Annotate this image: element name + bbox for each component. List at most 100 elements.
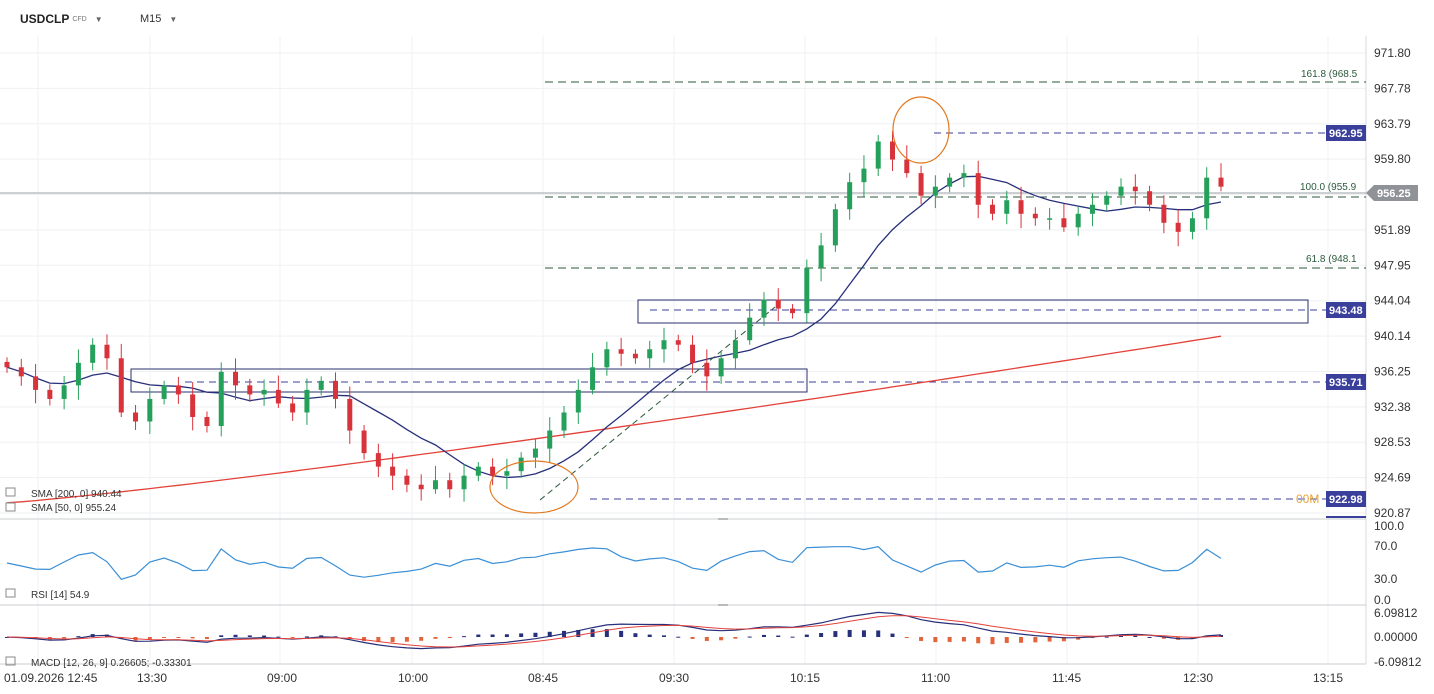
price-tick-label: 924.69 bbox=[1374, 471, 1411, 485]
macd-histogram-bar bbox=[1019, 637, 1024, 643]
macd-legend[interactable]: MACD [12, 26, 9] 0.26605; -0.33301 bbox=[5, 656, 192, 669]
time-tick-label: 09:30 bbox=[659, 671, 689, 685]
macd-histogram-bar bbox=[819, 633, 824, 637]
macd-histogram-bar bbox=[476, 634, 481, 637]
candle-body bbox=[1118, 186, 1124, 196]
sma200-line[interactable] bbox=[6, 335, 1222, 504]
candle bbox=[1032, 207, 1038, 226]
sma50-legend[interactable]: SMA [50, 0] 955.24 bbox=[5, 502, 116, 514]
candle-body bbox=[504, 471, 510, 476]
candle-body bbox=[747, 317, 753, 341]
macd-histogram-bar bbox=[262, 635, 267, 637]
candle-body bbox=[675, 340, 681, 345]
swing-high-highlight[interactable] bbox=[892, 96, 950, 164]
macd-histogram-bar bbox=[833, 631, 838, 637]
candle-body bbox=[1018, 200, 1024, 214]
rsi-tick-label: 70.0 bbox=[1374, 539, 1398, 553]
macd-histogram-bar bbox=[362, 637, 367, 642]
macd-histogram-bar bbox=[1047, 637, 1052, 642]
candle bbox=[604, 341, 610, 376]
level-tag-box bbox=[1326, 125, 1366, 141]
panel-resize-handle[interactable] bbox=[718, 518, 728, 520]
candle bbox=[390, 453, 396, 491]
candle-body bbox=[18, 367, 24, 377]
level-tags: 962.95 943.48 935.71 922.98 bbox=[1326, 125, 1366, 518]
macd-histogram-bar bbox=[633, 633, 638, 637]
sma200-legend-label: SMA [200, 0] 940.44 bbox=[31, 489, 122, 500]
candle bbox=[861, 155, 867, 197]
chevron-down-icon: ▼ bbox=[169, 14, 178, 24]
candle-body bbox=[947, 177, 953, 187]
level-lines[interactable] bbox=[185, 81, 1366, 500]
candle bbox=[118, 343, 124, 417]
macd-histogram-bar bbox=[147, 637, 152, 640]
time-axis[interactable]: 01.09.2026 12:45 13:30 09:00 10:00 08:45 09:3… bbox=[4, 671, 1343, 685]
candle-body bbox=[590, 367, 596, 390]
candle bbox=[33, 363, 39, 404]
time-tick-label: 11:45 bbox=[1052, 671, 1081, 685]
macd-histogram-bar bbox=[919, 637, 924, 641]
candle bbox=[532, 439, 538, 469]
rsi-line[interactable] bbox=[6, 546, 1222, 580]
macd-histogram-bar bbox=[1004, 637, 1009, 643]
candle bbox=[1004, 190, 1010, 225]
grid-lines bbox=[0, 36, 1366, 664]
macd-histogram-bar bbox=[1033, 637, 1038, 643]
candle-body bbox=[233, 371, 239, 386]
candle-body bbox=[33, 376, 39, 390]
candle-body bbox=[361, 430, 367, 454]
sma200-legend[interactable]: SMA [200, 0] 940.44 bbox=[5, 487, 122, 500]
macd-histogram-bar bbox=[176, 637, 181, 638]
consolidation-zone-high[interactable] bbox=[637, 299, 1309, 324]
macd-histogram-bar bbox=[733, 637, 738, 639]
level-tag-box bbox=[1326, 491, 1366, 507]
candle bbox=[932, 175, 938, 209]
candle-body bbox=[704, 362, 710, 377]
candle bbox=[461, 464, 467, 502]
candle-body bbox=[875, 141, 881, 169]
swing-low-highlight[interactable] bbox=[489, 460, 579, 514]
price-tick-label: 947.95 bbox=[1374, 258, 1411, 272]
time-tick-label: 13:30 bbox=[137, 671, 167, 685]
candle bbox=[1018, 186, 1024, 229]
rsi-legend[interactable]: RSI [14] 54.9 bbox=[5, 588, 90, 601]
macd-histogram-bar bbox=[576, 629, 581, 637]
macd-histogram-bar bbox=[390, 637, 395, 643]
drag-handle-icon bbox=[5, 656, 16, 666]
price-axis[interactable]: 971.80 967.78 963.79 959.80 951.89 947.95 944.… bbox=[1374, 46, 1411, 520]
macd-histogram-bar bbox=[961, 637, 966, 642]
candle-body bbox=[790, 308, 796, 314]
macd-signal-line[interactable] bbox=[6, 615, 1222, 648]
level-tag-box bbox=[1326, 302, 1366, 318]
candle bbox=[904, 145, 910, 178]
candle-body bbox=[218, 371, 224, 427]
panel-resize-handle[interactable] bbox=[718, 604, 728, 606]
macd-histogram-bar bbox=[1104, 636, 1109, 638]
candle bbox=[690, 335, 696, 374]
candle bbox=[1147, 185, 1153, 212]
rsi-tick-label: 100.0 bbox=[1374, 519, 1404, 533]
candle bbox=[989, 199, 995, 221]
sma50-line[interactable] bbox=[6, 175, 1222, 479]
symbol-selector[interactable]: USDCLP CFD ▼ bbox=[20, 12, 103, 26]
fibonacci-labels: 161.8 (968.5 100.0 (955.9 61.8 (948.1 bbox=[1300, 69, 1358, 265]
macd-histogram bbox=[5, 629, 1223, 645]
macd-histogram-bar bbox=[290, 637, 295, 638]
candle-body bbox=[1175, 222, 1181, 232]
candle-body bbox=[1218, 177, 1224, 187]
macd-histogram-bar bbox=[676, 636, 681, 638]
macd-histogram-bar bbox=[219, 635, 224, 637]
candle-body bbox=[1075, 213, 1081, 228]
current-price-tag: 956.25 bbox=[1366, 185, 1418, 201]
candle bbox=[4, 357, 10, 373]
time-tick-label: 10:00 bbox=[398, 671, 428, 685]
timeframe-selector[interactable]: M15 ▼ bbox=[140, 13, 177, 25]
macd-histogram-bar bbox=[1133, 635, 1138, 637]
timeframe-label: M15 bbox=[140, 13, 162, 25]
candle-body bbox=[604, 349, 610, 368]
macd-line[interactable] bbox=[6, 611, 1222, 650]
rsi-axis: 100.0 70.0 30.0 0.0 bbox=[1374, 519, 1404, 607]
rsi-tick-label: 0.0 bbox=[1374, 593, 1391, 607]
candle-body bbox=[961, 173, 967, 178]
